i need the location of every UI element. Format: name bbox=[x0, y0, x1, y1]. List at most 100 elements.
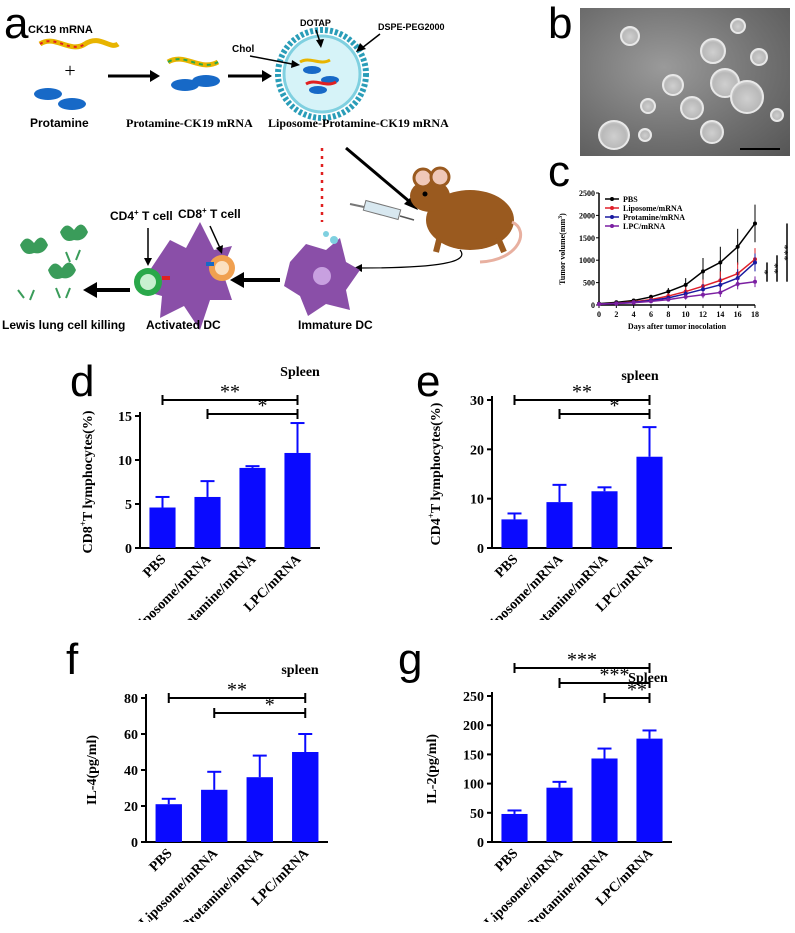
tem-micrograph bbox=[580, 8, 790, 156]
x-tick-label: PBS bbox=[493, 552, 522, 581]
y-tick-label: 0 bbox=[591, 301, 595, 310]
legend-marker bbox=[610, 197, 614, 201]
protamine-mrna-complex-icon bbox=[166, 56, 220, 91]
y-tick-label: 30 bbox=[470, 394, 484, 409]
significance-label: ** bbox=[220, 381, 240, 403]
x-tick-label: 8 bbox=[666, 310, 670, 319]
data-point bbox=[701, 269, 705, 274]
data-point bbox=[753, 260, 757, 265]
bar bbox=[155, 804, 182, 842]
dotap-label: DOTAP bbox=[300, 18, 331, 28]
chart-f-il4: 020406080PBSLiposome/mRNAProtamine/mRNAL… bbox=[85, 663, 328, 922]
data-point bbox=[735, 276, 740, 281]
x-tick-label: 4 bbox=[632, 310, 636, 319]
significance-label: ** bbox=[227, 679, 247, 701]
scale-bar bbox=[740, 148, 780, 150]
panel-letter-a: a bbox=[4, 0, 29, 48]
arrow-to-mouse bbox=[345, 146, 411, 204]
legend-marker bbox=[610, 206, 614, 210]
bar bbox=[546, 502, 573, 548]
y-tick-label: 40 bbox=[124, 764, 138, 779]
series-line bbox=[598, 280, 756, 305]
y-tick-label: 10 bbox=[470, 493, 484, 508]
data-point bbox=[718, 260, 723, 265]
panel-letter-e: e bbox=[416, 357, 441, 406]
mrna-strand-icon bbox=[38, 38, 120, 50]
syringe-icon bbox=[349, 199, 415, 221]
significance-label: *** bbox=[782, 244, 794, 260]
x-tick-label: PBS bbox=[493, 846, 522, 875]
bar bbox=[149, 507, 176, 548]
panel-letter-c: c bbox=[548, 147, 570, 196]
y-tick-label: 5 bbox=[125, 498, 132, 513]
significance-label: *** bbox=[600, 664, 630, 686]
tumor-cells-icon bbox=[17, 224, 88, 301]
bar bbox=[292, 752, 319, 842]
significance-label: *** bbox=[567, 649, 597, 671]
x-tick-label: 12 bbox=[699, 310, 707, 319]
series-line bbox=[598, 223, 756, 305]
chart-title: spleen bbox=[281, 663, 319, 678]
bar bbox=[239, 467, 266, 548]
protamine-label: Protamine bbox=[30, 116, 89, 130]
y-tick-label: 100 bbox=[463, 778, 484, 793]
y-tick-label: 80 bbox=[124, 692, 138, 707]
legend-marker bbox=[610, 224, 614, 228]
y-tick-label: 200 bbox=[463, 719, 484, 734]
protamine-ck19-label: Protamine-CK19 mRNA bbox=[126, 116, 253, 130]
legend-marker bbox=[610, 215, 614, 219]
y-tick-label: 250 bbox=[463, 690, 484, 705]
significance-label: * bbox=[258, 395, 268, 417]
ck19-mrna-label: CK19 mRNA bbox=[28, 24, 93, 36]
plus-sign: + bbox=[64, 60, 75, 82]
y-axis-label: CD8+T lymphocytes(%) bbox=[78, 410, 96, 553]
y-tick-label: 1500 bbox=[579, 234, 595, 243]
chart-g-il2: 050100150200250PBSLiposome/mRNAProtamine… bbox=[425, 649, 672, 922]
panel-letter-g: g bbox=[398, 635, 423, 684]
y-tick-label: 60 bbox=[124, 728, 138, 743]
data-point bbox=[631, 300, 636, 305]
y-tick-label: 1000 bbox=[579, 256, 595, 265]
significance-label: ** bbox=[772, 263, 784, 274]
x-axis-label: Days after tumor inocolation bbox=[628, 322, 727, 331]
series-line bbox=[598, 258, 756, 305]
data-point bbox=[735, 281, 740, 286]
x-tick-label: 16 bbox=[734, 310, 742, 319]
data-point bbox=[718, 282, 723, 287]
y-axis-label: Tumor volume(mm3) bbox=[558, 213, 567, 285]
data-point bbox=[666, 297, 671, 302]
x-tick-label: 0 bbox=[597, 310, 601, 319]
bar bbox=[201, 789, 228, 842]
x-tick-label: 18 bbox=[751, 310, 759, 319]
y-tick-label: 150 bbox=[463, 748, 484, 763]
legend-label: Liposome/mRNA bbox=[623, 204, 683, 213]
data-point bbox=[753, 221, 757, 226]
data-point bbox=[683, 282, 688, 287]
x-tick-label: 2 bbox=[614, 310, 618, 319]
dspe-peg-label: DSPE-PEG2000 bbox=[378, 22, 445, 32]
immature-dc-icon bbox=[284, 231, 360, 316]
bar bbox=[194, 496, 221, 548]
bar bbox=[591, 491, 618, 548]
legend-label: Protamine/mRNA bbox=[623, 213, 685, 222]
bar bbox=[636, 738, 663, 842]
immature-dc-label: Immature DC bbox=[298, 318, 373, 332]
chol-label: Chol bbox=[232, 44, 255, 55]
y-tick-label: 10 bbox=[118, 454, 132, 469]
data-point bbox=[666, 289, 671, 294]
significance-label: * bbox=[762, 269, 774, 275]
y-tick-label: 0 bbox=[125, 542, 132, 557]
significance-label: ** bbox=[627, 679, 647, 701]
data-point bbox=[597, 302, 601, 307]
bar bbox=[501, 519, 528, 548]
y-tick-label: 2000 bbox=[579, 211, 595, 220]
panel-letter-f: f bbox=[66, 635, 79, 684]
panel-letter-b: b bbox=[548, 0, 573, 48]
significance-label: ** bbox=[572, 381, 592, 403]
significance-label: * bbox=[265, 694, 275, 716]
activated-dc-label: Activated DC bbox=[146, 318, 221, 332]
cd4-tcell-label: CD4+ T cell bbox=[110, 208, 173, 223]
legend-label: LPC/mRNA bbox=[623, 222, 665, 231]
data-point bbox=[735, 244, 740, 249]
y-axis-label: CD4+T lymphocytes(%) bbox=[426, 402, 444, 545]
